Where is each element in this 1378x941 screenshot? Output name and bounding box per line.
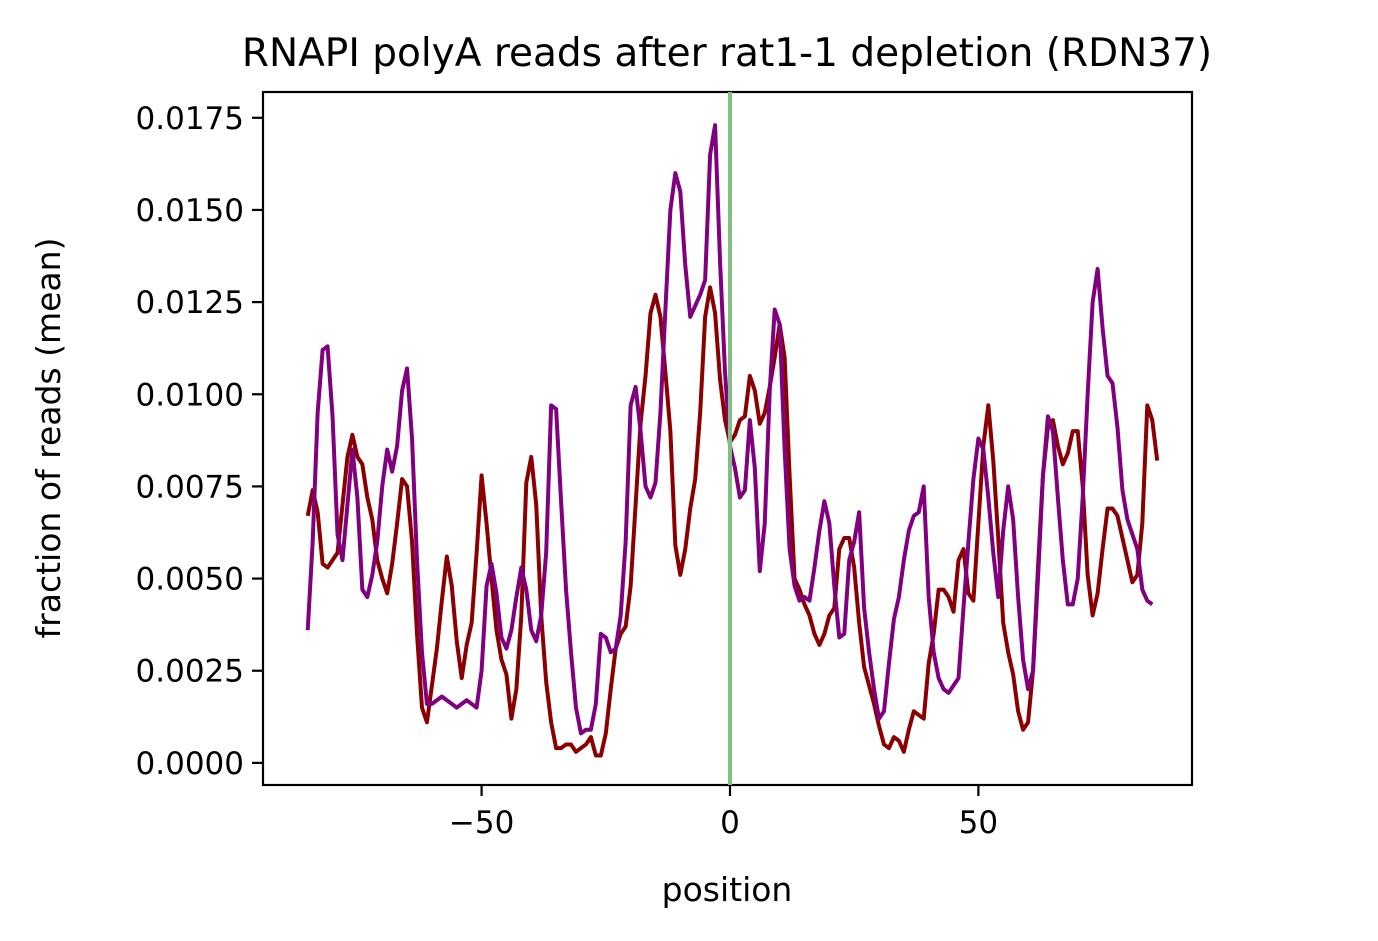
series-line-1 <box>305 285 1160 758</box>
x-axis-label: position <box>662 870 793 909</box>
x-tick-label: −50 <box>449 805 514 841</box>
series-layer <box>305 123 1160 758</box>
y-tick-label: 0.0000 <box>136 746 244 782</box>
y-tick-label: 0.0075 <box>136 469 244 505</box>
y-tick-label: 0.0175 <box>136 101 244 137</box>
y-tick-label: 0.0100 <box>136 377 244 413</box>
x-ticks: −50 0 50 <box>449 785 998 841</box>
y-tick-label: 0.0125 <box>136 285 244 321</box>
x-tick-label: 0 <box>720 805 740 841</box>
y-tick-label: 0.0150 <box>136 193 244 229</box>
y-ticks: 0.0000 0.0025 0.0050 0.0075 0.0100 0.0125 0.01… <box>136 101 263 782</box>
plot-frame <box>261 90 1194 787</box>
y-axis-label: fraction of reads (mean) <box>29 238 68 639</box>
y-tick-label: 0.0025 <box>136 654 244 690</box>
x-tick-label: 50 <box>959 805 998 841</box>
chart-title: RNAPI polyA reads after rat1-1 depletion… <box>242 31 1212 76</box>
y-tick-label: 0.0050 <box>136 562 244 598</box>
